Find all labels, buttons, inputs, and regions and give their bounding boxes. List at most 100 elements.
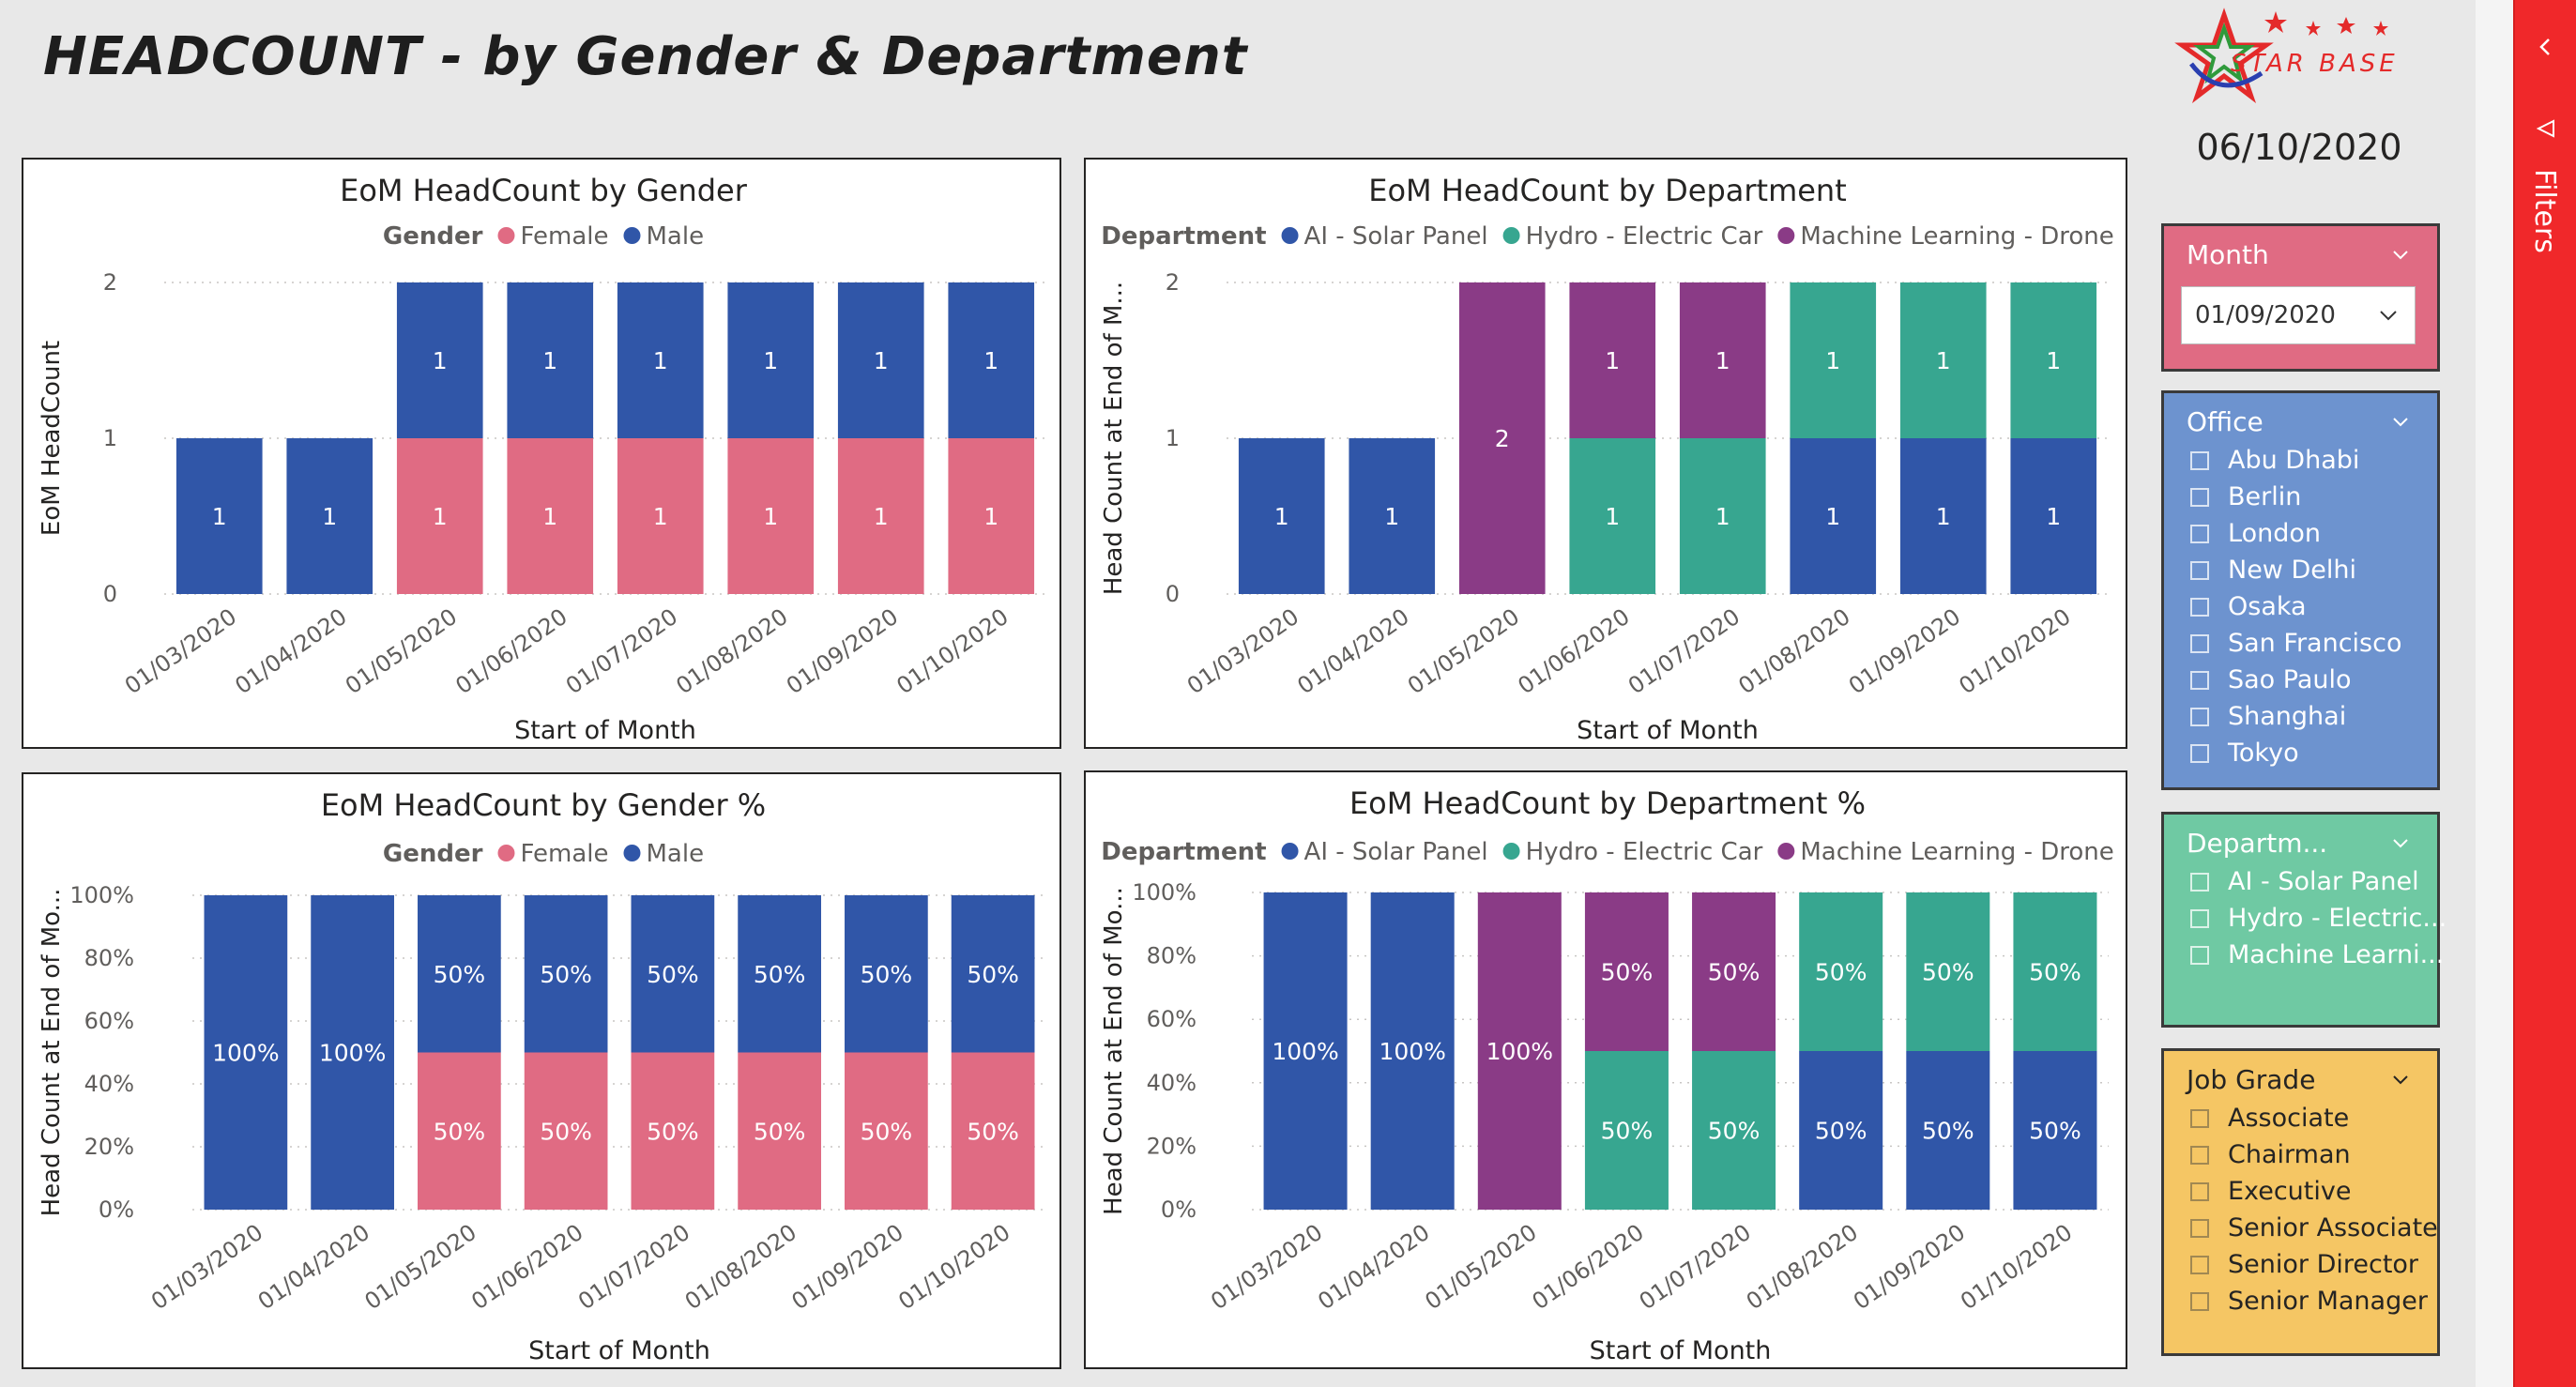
data-label: 50% [540, 1118, 592, 1145]
logo-small-star-3 [2337, 17, 2355, 34]
checkbox[interactable] [2190, 1255, 2209, 1274]
logo-swoosh [2189, 62, 2264, 88]
job-grade-item[interactable]: Executive [2190, 1173, 2438, 1210]
chart-dept-pct[interactable]: EoM HeadCount by Department % Department A… [1084, 770, 2127, 1369]
data-label: 50% [434, 961, 486, 988]
office-item[interactable]: San Francisco [2190, 625, 2401, 662]
office-item[interactable]: Tokyo [2190, 735, 2401, 771]
department-item[interactable]: Machine Learni... [2190, 937, 2446, 973]
x-tick-label: 01/07/2020 [1623, 603, 1745, 699]
bar-segment [1370, 892, 1455, 1210]
data-label: 1 [1605, 347, 1620, 374]
checkbox[interactable] [2190, 1218, 2209, 1238]
bar-segment [418, 1052, 501, 1210]
office-item-label: San Francisco [2228, 629, 2402, 658]
x-tick-label: 01/04/2020 [1313, 1219, 1434, 1315]
job-grade-item[interactable]: Senior Director [2190, 1246, 2438, 1283]
checkbox[interactable] [2190, 1108, 2209, 1128]
chart-gender-pct-svg: EoM HeadCount by Gender % Gender Female Mal… [38, 787, 1046, 1365]
data-label: 1 [763, 503, 778, 530]
chevron-down-icon[interactable] [2392, 414, 2409, 431]
office-item-label: Abu Dhabi [2228, 446, 2360, 475]
x-tick-label: 01/03/2020 [146, 1219, 267, 1315]
checkbox[interactable] [2190, 524, 2209, 543]
office-item[interactable]: Shanghai [2190, 698, 2401, 735]
bar-segment [396, 282, 483, 438]
chart-dept-count[interactable]: EoM HeadCount by Department Department AI … [1084, 158, 2127, 749]
job-grade-item[interactable]: Senior Associate [2190, 1210, 2438, 1246]
office-item-label: Sao Paulo [2228, 665, 2352, 694]
slicer-office[interactable]: Office Abu Dhabi Berlin London New Delhi Osa… [2161, 390, 2440, 790]
office-item[interactable]: Berlin [2190, 479, 2401, 515]
legend-label: Female [520, 840, 608, 868]
chevron-down-icon[interactable] [2392, 835, 2409, 852]
office-item[interactable]: London [2190, 515, 2401, 552]
checkbox[interactable] [2190, 670, 2209, 690]
slicer-department[interactable]: Departm... AI - Solar Panel Hydro - Elect… [2161, 812, 2446, 1028]
office-item[interactable]: Osaka [2190, 588, 2401, 625]
y-tick-label: 0 [103, 581, 117, 607]
y-tick-label: 2 [1166, 269, 1180, 296]
x-tick-label: 01/09/2020 [1849, 1219, 1970, 1315]
job-grade-item[interactable]: Chairman [2190, 1136, 2438, 1173]
bar-segment [1238, 438, 1325, 594]
checkbox[interactable] [2190, 872, 2209, 892]
month-dropdown[interactable]: 01/09/2020 [2181, 286, 2416, 344]
legend-title: Gender [383, 840, 483, 868]
bar-segment [2010, 282, 2097, 438]
job-grade-item-label: Associate [2228, 1104, 2350, 1133]
checkbox[interactable] [2190, 597, 2209, 617]
office-item[interactable]: New Delhi [2190, 552, 2401, 588]
checkbox[interactable] [2190, 560, 2209, 580]
collapse-chevron-icon[interactable] [2536, 38, 2554, 56]
bar-segment [631, 1052, 715, 1210]
checkbox[interactable] [2190, 945, 2209, 965]
data-label: 50% [1815, 959, 1867, 986]
checkbox[interactable] [2190, 743, 2209, 763]
job-grade-item[interactable]: Associate [2190, 1100, 2438, 1136]
x-tick-label: 01/08/2020 [680, 1219, 801, 1315]
data-label: 100% [1486, 1038, 1553, 1065]
chart-title: EoM HeadCount by Department % [1349, 785, 1866, 821]
bar-segment [837, 282, 924, 438]
filters-pane[interactable]: Filters [2513, 0, 2576, 1387]
department-item[interactable]: Hydro - Electric... [2190, 900, 2446, 937]
y-tick-label: 80% [84, 945, 134, 971]
checkbox[interactable] [2190, 633, 2209, 653]
bar-segment [507, 438, 594, 594]
checkbox[interactable] [2190, 707, 2209, 726]
bar-segment [1679, 282, 1766, 438]
bar-segment [738, 895, 821, 1053]
data-label: 1 [212, 503, 227, 530]
chart-gender-count[interactable]: EoM HeadCount by Gender Gender Female Male E… [22, 158, 1061, 749]
y-axis-title: EoM HeadCount [38, 341, 66, 536]
office-item[interactable]: Abu Dhabi [2190, 442, 2401, 479]
data-label: 50% [540, 961, 592, 988]
department-item[interactable]: AI - Solar Panel [2190, 863, 2446, 900]
checkbox[interactable] [2190, 1291, 2209, 1311]
checkbox[interactable] [2190, 487, 2209, 507]
data-label: 100% [1272, 1038, 1338, 1065]
bar-segment [204, 895, 288, 1210]
y-axis-title: Head Count at End of M... [1100, 282, 1128, 595]
chart-gender-pct[interactable]: EoM HeadCount by Gender % Gender Female Mal… [22, 772, 1061, 1369]
slicer-month[interactable]: Month 01/09/2020 [2161, 223, 2440, 372]
bar-segment [727, 438, 815, 594]
logo-star-inner [2193, 22, 2255, 84]
chevron-down-icon[interactable] [2392, 247, 2409, 264]
y-tick-label: 2 [103, 269, 117, 296]
checkbox[interactable] [2190, 450, 2209, 470]
data-label: 1 [1605, 503, 1620, 530]
checkbox[interactable] [2190, 1181, 2209, 1201]
office-item[interactable]: Sao Paulo [2190, 662, 2401, 698]
job-grade-item[interactable]: Senior Manager [2190, 1283, 2438, 1319]
bar-segment [1899, 438, 1987, 594]
checkbox[interactable] [2190, 908, 2209, 928]
bar-segment [1477, 892, 1562, 1210]
checkbox[interactable] [2190, 1145, 2209, 1165]
chevron-down-icon[interactable] [2392, 1072, 2409, 1089]
legend-marker [623, 845, 641, 861]
legend-marker [1281, 843, 1299, 860]
job-grade-item-label: Chairman [2228, 1140, 2351, 1169]
slicer-job-grade[interactable]: Job Grade Associate Chairman Executive Seni… [2161, 1048, 2440, 1356]
